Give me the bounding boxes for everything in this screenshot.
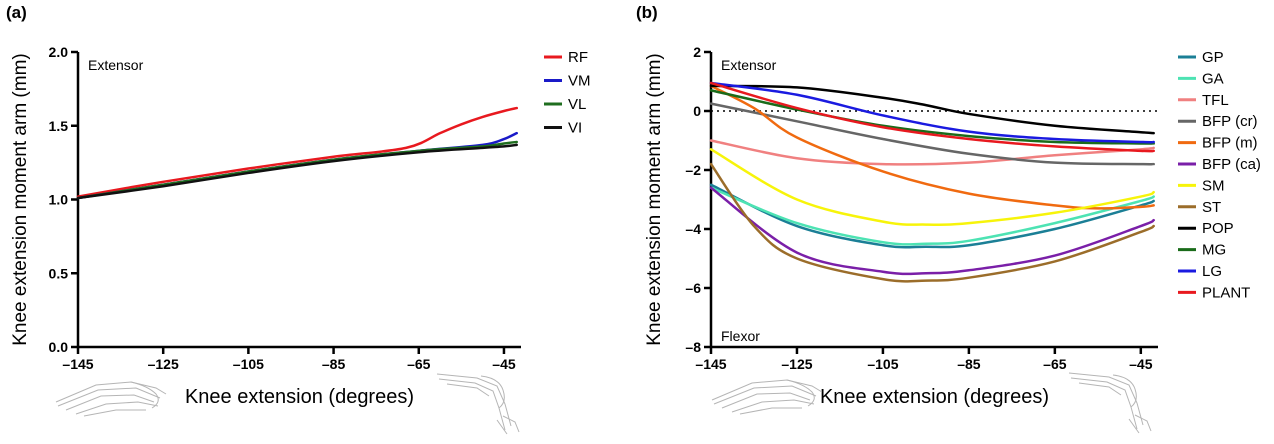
leg-sketch-stroke	[732, 400, 814, 412]
x-tick-label: –105	[233, 356, 264, 372]
legend-label: VI	[568, 120, 582, 137]
leg-sketch-stroke	[712, 380, 822, 400]
panel-label: (b)	[636, 3, 658, 22]
y-axis-label: Knee extension moment arm (mm)	[10, 53, 31, 346]
x-tick-label: –145	[695, 356, 726, 372]
y-tick-label: 2	[693, 44, 701, 60]
y-tick-label: –4	[685, 221, 701, 237]
x-axis-label: Knee extension (degrees)	[185, 386, 414, 408]
y-tick-label: –2	[685, 162, 701, 178]
x-axis-label: Knee extension (degrees)	[820, 386, 1049, 408]
leg-sketch-stroke	[84, 410, 146, 416]
chart-panel-a: (a) 0.0 0.5 1.0 1.5 2.0 –145 –125 –105 –85 –65 –45 K…	[6, 3, 591, 434]
x-tick-label: –145	[62, 356, 93, 372]
x-tick-label: –65	[1043, 356, 1067, 372]
x-tick-label: –105	[867, 356, 898, 372]
y-tick-label: 0.5	[49, 265, 69, 281]
legend-label: MG	[1202, 242, 1226, 259]
x-tick-label: –125	[148, 356, 179, 372]
leg-sketch-stroke	[439, 379, 505, 430]
x-tick-label: –125	[781, 356, 812, 372]
leg-sketch-stroke	[1129, 419, 1139, 433]
series-line-bfp-ca	[711, 188, 1154, 274]
legend-label: VL	[568, 96, 586, 113]
leg-sketch-stroke	[497, 420, 507, 434]
legend-label: BFP (m)	[1202, 135, 1258, 152]
flexor-annotation: Flexor	[721, 328, 760, 344]
x-tick-label: –45	[492, 356, 516, 372]
extensor-annotation: Extensor	[88, 57, 144, 73]
leg-sketch-stroke	[740, 408, 802, 414]
y-tick-label: 2.0	[49, 44, 69, 60]
x-tick-label: –85	[957, 356, 981, 372]
leg-sketch-stroke	[447, 384, 489, 396]
leg-sketch-stroke	[1079, 383, 1121, 395]
y-tick-label: 0.0	[49, 339, 69, 355]
y-tick-label: –8	[685, 339, 701, 355]
series-line-vi	[78, 145, 517, 198]
y-tick-label: 1.5	[49, 118, 69, 134]
series-line-rf	[78, 108, 517, 197]
y-tick-label: 0	[693, 103, 701, 119]
y-tick-label: –6	[685, 280, 701, 296]
legend-label: GA	[1202, 70, 1224, 87]
legend-label: BFP (ca)	[1202, 156, 1261, 173]
series-line-ga	[711, 188, 1154, 245]
panel-label: (a)	[6, 3, 27, 22]
chart-panel-b: (b) –8 –6 –4 –2 0 2 –145 –125 –105 –85 –65 –45 Knee e…	[636, 3, 1261, 433]
legend-label: LG	[1202, 263, 1222, 280]
legend-label: RF	[568, 49, 588, 66]
leg-sketch-stroke	[1069, 373, 1143, 425]
y-tick-label: 1.0	[49, 192, 69, 208]
x-tick-label: –45	[1129, 356, 1153, 372]
legend-label: BFP (cr)	[1202, 113, 1258, 130]
y-axis-label: Knee extension moment arm (mm)	[644, 53, 665, 346]
series-line-sm	[711, 149, 1154, 224]
series-line-st	[711, 164, 1154, 281]
legend-label: VM	[568, 73, 591, 90]
legend-label: GP	[1202, 49, 1224, 66]
extensor-annotation: Extensor	[721, 57, 777, 73]
legend-label: POP	[1202, 220, 1234, 237]
leg-sketch-stroke	[1071, 378, 1137, 429]
leg-sketch-stroke	[76, 402, 158, 414]
leg-sketch-stroke	[56, 382, 166, 402]
legend-label: ST	[1202, 199, 1221, 216]
x-tick-label: –85	[322, 356, 346, 372]
legend-label: PLANT	[1202, 284, 1250, 301]
legend-label: SM	[1202, 177, 1225, 194]
legend-label: TFL	[1202, 92, 1229, 109]
leg-sketch-stroke	[437, 374, 511, 426]
x-tick-label: –65	[407, 356, 431, 372]
